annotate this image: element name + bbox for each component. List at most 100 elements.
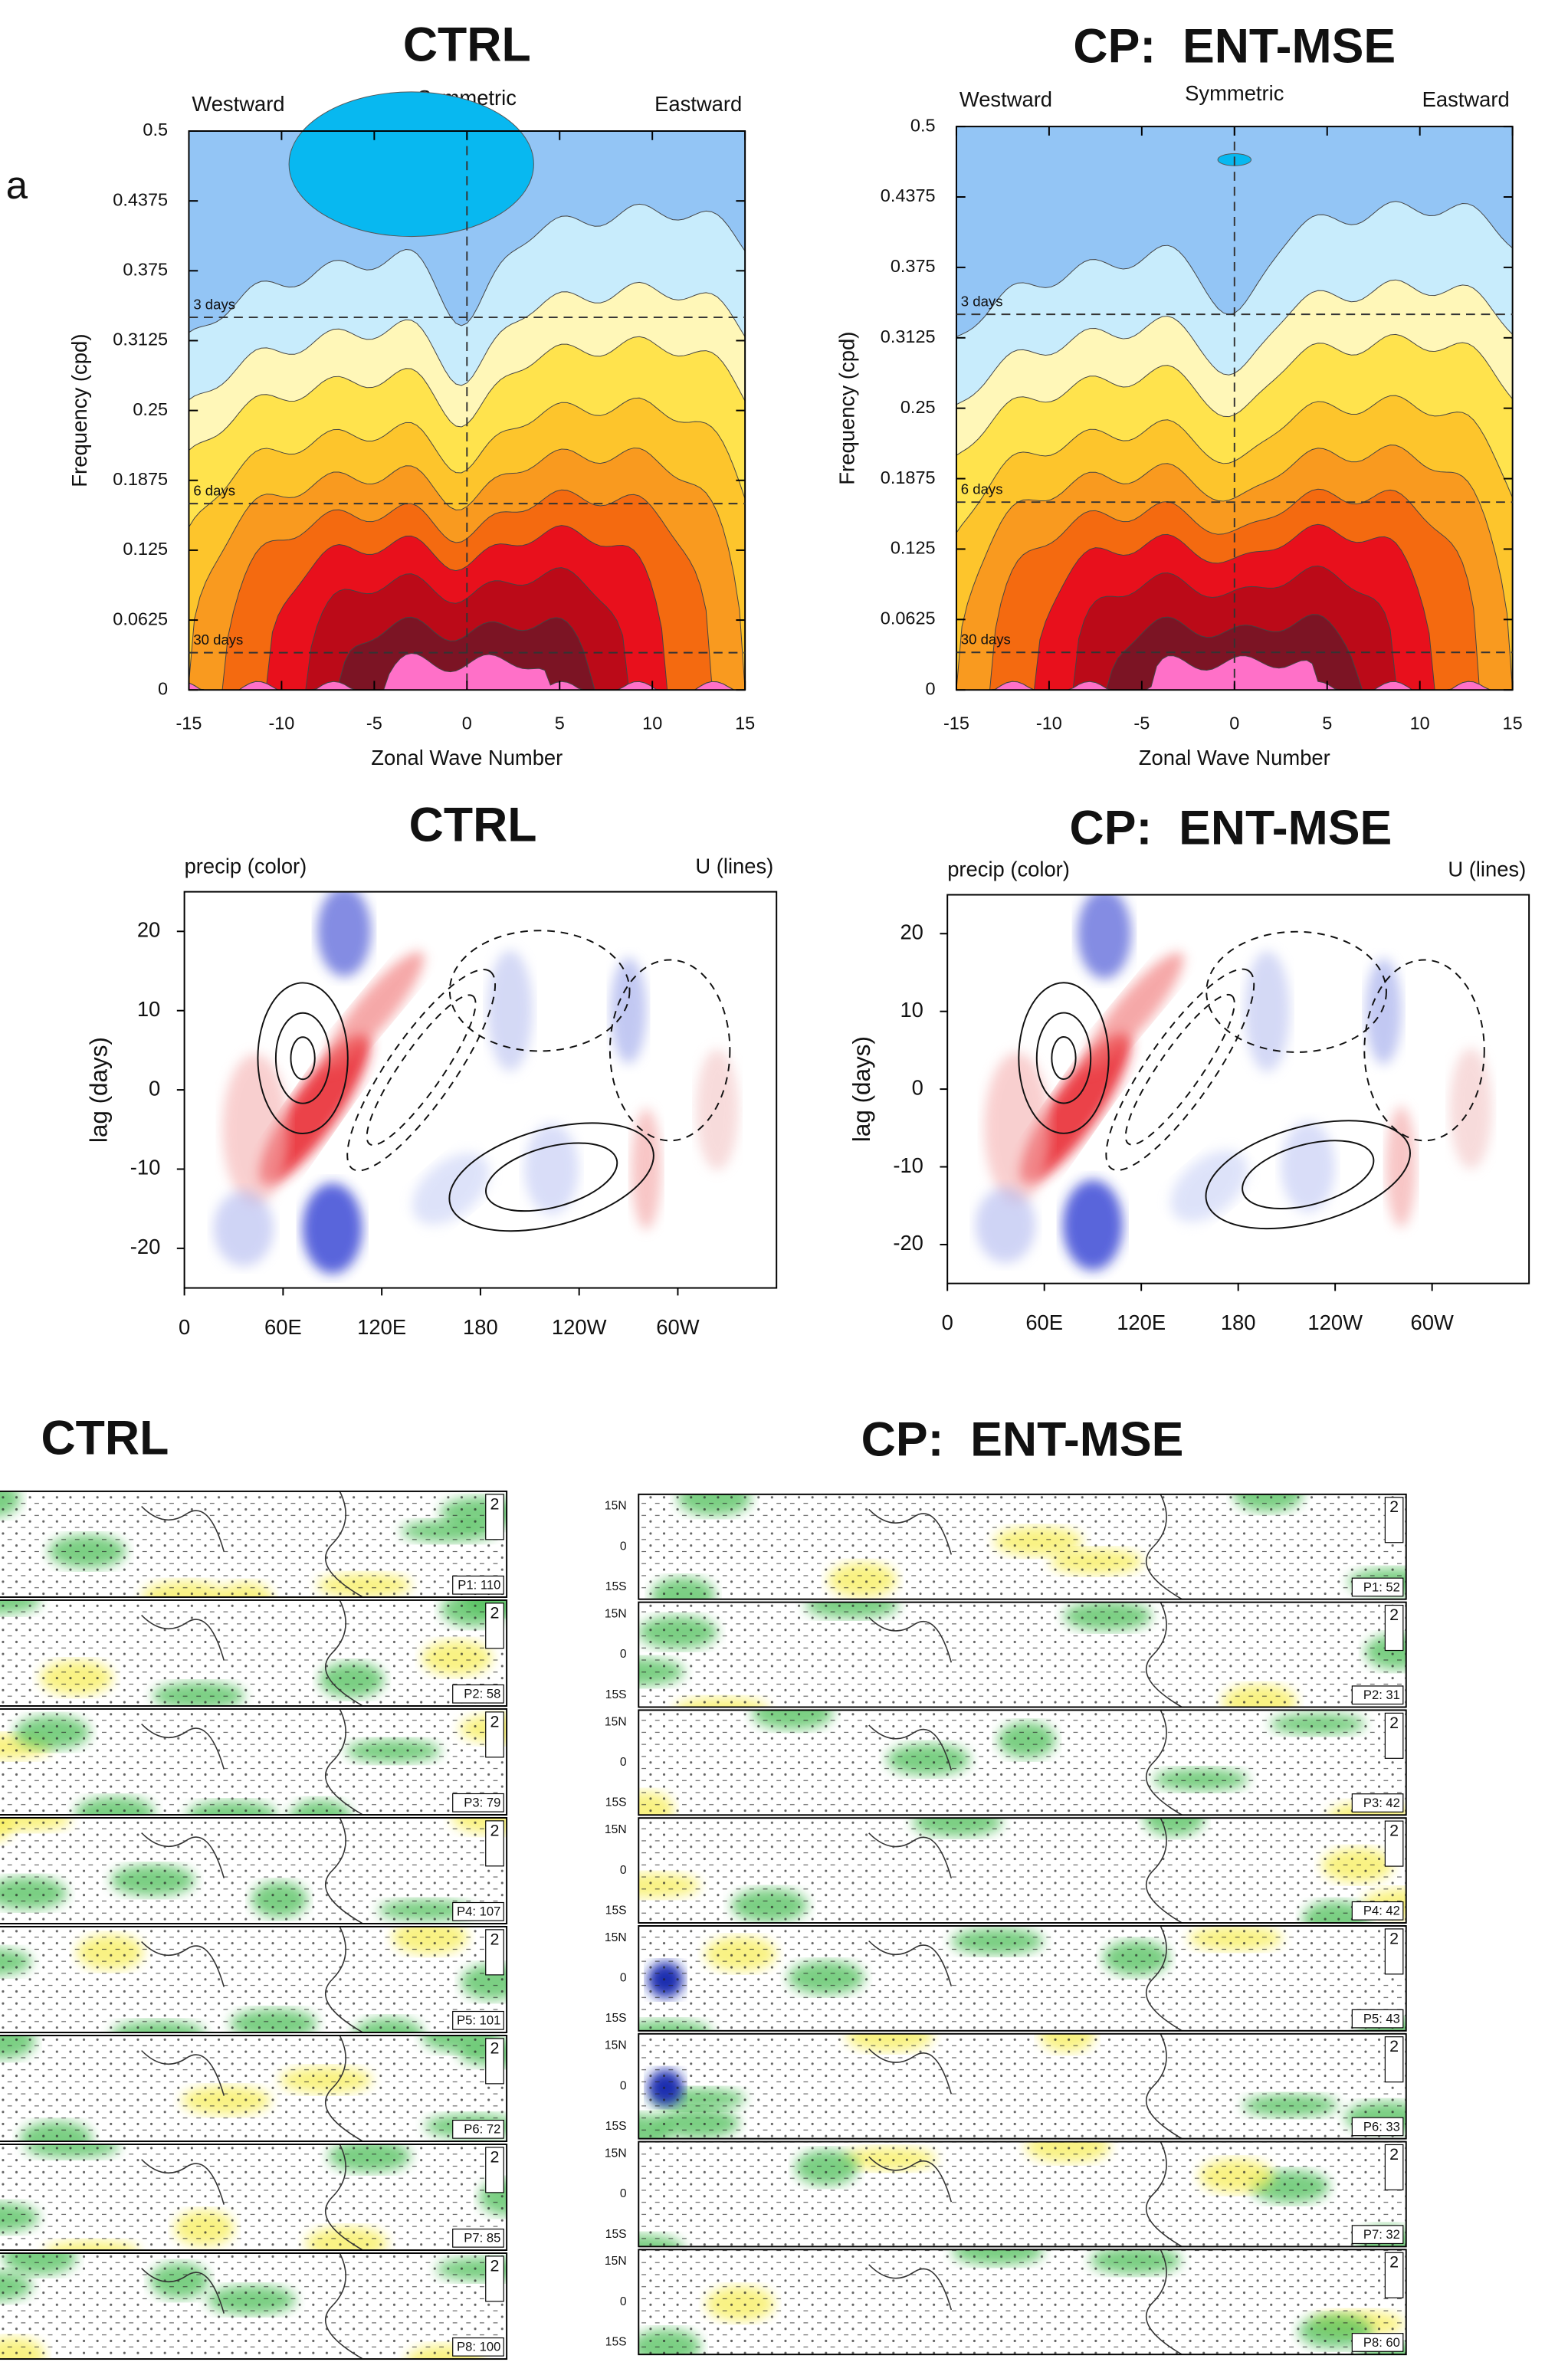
panel-letter: a: [6, 163, 28, 207]
y-tick-label: 0.1875: [881, 467, 936, 487]
panel-title: CTRL: [403, 18, 531, 71]
vector-key-label: 2: [1389, 2144, 1399, 2164]
lat-label: 15N: [605, 1715, 627, 1728]
panel-label-box: [452, 2337, 504, 2357]
lat-label: 15S: [605, 2012, 627, 2025]
vector-key: [1384, 1820, 1404, 1867]
panel-label-box: [1351, 1577, 1404, 1597]
panel-label: P2: 31: [1363, 1688, 1400, 1702]
y-tick-label: 0.1875: [113, 469, 168, 489]
panel-frame: [638, 1709, 1407, 1816]
vector-key: [485, 1820, 504, 1867]
lat-label: 15S: [605, 2228, 627, 2241]
panel-label-box: [452, 2010, 504, 2030]
wind-contour: [274, 1012, 331, 1104]
panel-label-box: [1351, 2117, 1404, 2137]
wind-vectors: [638, 1925, 1406, 2031]
wind-contour: [257, 982, 349, 1134]
y-tick-label: 10: [900, 998, 923, 1022]
panel-title: CP: ENT-MSE: [861, 1412, 1184, 1466]
panel-title: CTRL: [409, 799, 537, 852]
wind-contour: [366, 994, 477, 1147]
x-tick-label: -5: [366, 714, 382, 733]
panel-label-box: [1351, 1685, 1404, 1705]
precip-blob: [524, 1124, 579, 1215]
lat-label: 0: [620, 1864, 627, 1877]
panel-label: P6: 33: [1363, 2119, 1400, 2134]
vector-key-label: 2: [1389, 1928, 1399, 1947]
coastline: [141, 1817, 363, 1924]
precip-blob: [1386, 1106, 1416, 1228]
map-panel: [0, 1491, 507, 1597]
wind-vectors: [638, 2141, 1406, 2247]
panel-label-box: [1351, 1901, 1404, 1921]
panel-label-box: [452, 2228, 504, 2248]
x-tick-label: 60W: [656, 1315, 699, 1339]
wind-contour: [1206, 930, 1387, 1053]
y-tick-label: 0.375: [123, 259, 168, 279]
precip-blob: [975, 1187, 1036, 1263]
wind-vectors: [638, 1602, 1406, 1708]
coastline: [868, 1818, 1183, 1924]
y-tick-label: 20: [900, 920, 923, 943]
wind-vectors: [638, 1818, 1406, 1924]
top-label: Westward: [959, 87, 1052, 111]
x-tick-label: 120W: [1307, 1311, 1363, 1334]
vector-key: [485, 1929, 504, 1976]
y-tick-label: 0.0625: [881, 609, 936, 628]
x-tick-label: 5: [555, 714, 565, 733]
wind-vectors: [638, 1710, 1406, 1816]
y-tick-label: 0: [912, 1075, 923, 1099]
map-panel: [638, 1710, 1406, 1816]
precip-blob: [696, 1049, 739, 1170]
y-tick-label: 20: [137, 918, 160, 942]
wind-vectors: [0, 1708, 507, 1816]
period-label: 6 days: [961, 481, 1003, 497]
precip-blob: [1170, 1150, 1248, 1222]
map-panel: [0, 2144, 507, 2251]
coastline: [141, 2144, 363, 2251]
precip-blob: [631, 1108, 661, 1230]
y-tick-label: 0.3125: [881, 326, 936, 346]
coastline: [868, 1710, 1183, 1816]
vector-key-label: 2: [1389, 1821, 1399, 1840]
panel-label: P3: 42: [1363, 1796, 1400, 1810]
lat-label: 15N: [605, 2039, 627, 2052]
panel-label-box: [1351, 1793, 1404, 1813]
panel-label-box: [452, 2119, 504, 2139]
wind-contour: [1205, 1120, 1411, 1230]
map-panel: [638, 2249, 1406, 2355]
panel-label: P2: 58: [464, 1687, 500, 1701]
y-tick-label: 0.375: [891, 256, 936, 276]
y-axis-label: lag (days): [85, 1037, 112, 1143]
precip-blob: [1281, 1121, 1335, 1212]
x-axis-label: Zonal Wave Number: [371, 746, 563, 769]
lat-label: 0: [620, 1648, 627, 1661]
x-tick-label: -5: [1133, 714, 1150, 733]
top-label: Symmetric: [1185, 81, 1284, 105]
panel-label: P6: 72: [464, 2122, 500, 2137]
lat-label: 15N: [605, 2147, 627, 2160]
lat-label: 0: [620, 2295, 627, 2308]
x-tick-label: 10: [1410, 714, 1430, 733]
wind-vectors: [638, 2033, 1406, 2139]
panel-frame: [638, 1924, 1407, 2032]
precip-blob: [213, 1190, 274, 1267]
precip-blob: [317, 891, 372, 977]
lat-label: 15N: [605, 1607, 627, 1620]
wind-contour: [1018, 982, 1110, 1134]
y-tick-label: 0.4375: [881, 185, 936, 205]
wind-vectors: [0, 1817, 507, 1924]
vector-key-label: 2: [490, 1603, 500, 1622]
panel-frame: [0, 1490, 508, 1598]
vector-key-label: 2: [490, 1929, 500, 1948]
lat-label: 15S: [605, 1580, 627, 1593]
precip-field: [184, 891, 777, 1288]
top-label: Eastward: [1422, 87, 1510, 111]
y-axis-label: Frequency (cpd): [67, 333, 91, 487]
panel-frame: [0, 2252, 508, 2360]
x-tick-label: -15: [943, 714, 969, 733]
panel-label: P1: 52: [1363, 1580, 1400, 1594]
panel-frame: [0, 1708, 508, 1816]
period-label: 30 days: [961, 631, 1011, 647]
